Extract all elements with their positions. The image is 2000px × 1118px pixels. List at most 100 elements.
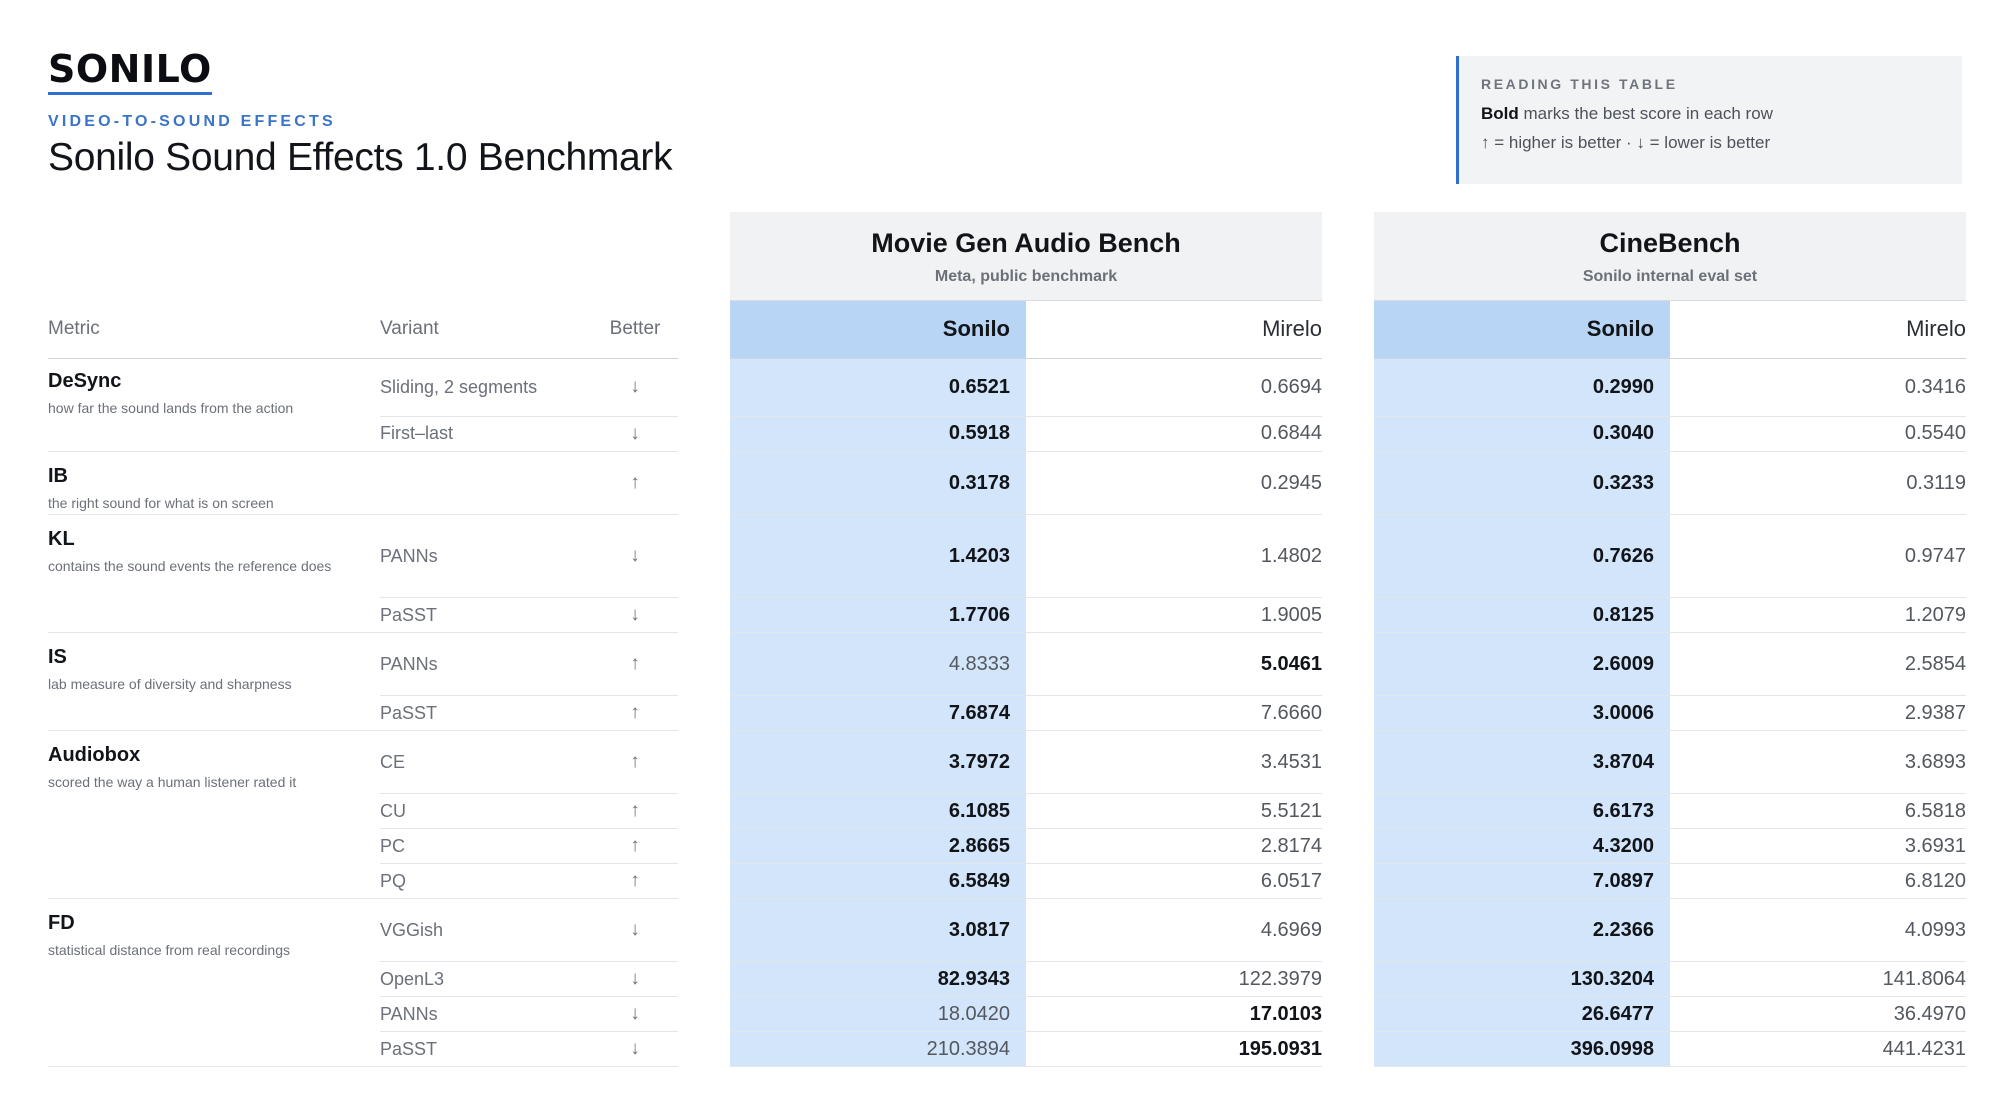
table-row: IB the right sound for what is on screen ↑… — [48, 451, 1966, 515]
variant-cell: PaSST — [380, 597, 592, 633]
score-g2-mirelo: 0.3119 — [1670, 451, 1966, 515]
better-direction-icon: ↑ — [592, 451, 678, 515]
variant-cell: Sliding, 2 segments — [380, 358, 592, 417]
column-header-row: Metric Variant Better Sonilo Mirelo Soni… — [48, 300, 1966, 359]
variant-cell: PANNs — [380, 996, 592, 1032]
score-g2-mirelo: 6.8120 — [1670, 863, 1966, 899]
col-header-better: Better — [592, 300, 678, 359]
table-row: DeSync how far the sound lands from the a… — [48, 358, 1966, 452]
reading-guide-bold-text: marks the best score in each row — [1523, 104, 1773, 123]
better-direction-icon: ↓ — [592, 996, 678, 1032]
better-direction-icon: ↑ — [592, 632, 678, 696]
variant-cell: PaSST — [380, 1031, 592, 1067]
variant-cell: OpenL3 — [380, 961, 592, 997]
score-g2-mirelo: 0.5540 — [1670, 416, 1966, 453]
score-g2-mirelo: 2.9387 — [1670, 695, 1966, 731]
score-g2-sonilo: 0.3233 — [1374, 451, 1670, 515]
group-name: CineBench — [1599, 228, 1741, 258]
score-g2-mirelo: 0.3416 — [1670, 358, 1966, 417]
score-g1-sonilo: 1.7706 — [730, 597, 1026, 633]
reading-guide-panel: READING THIS TABLE Bold marks the best s… — [1456, 56, 1962, 184]
metric-name: Audiobox — [48, 744, 141, 766]
section-eyebrow: VIDEO-TO-SOUND EFFECTS — [48, 113, 336, 130]
score-g2-sonilo: 0.7626 — [1374, 514, 1670, 598]
metric-block: KL contains the sound events the referenc… — [48, 515, 380, 633]
score-g1-mirelo: 0.6694 — [1026, 358, 1322, 417]
variant-cell: PANNs — [380, 632, 592, 696]
col-header-g2-sonilo: Sonilo — [1374, 300, 1670, 359]
variant-cell: CE — [380, 730, 592, 794]
metric-name: IS — [48, 646, 67, 668]
score-g1-sonilo: 3.0817 — [730, 898, 1026, 962]
page-title: Sonilo Sound Effects 1.0 Benchmark — [48, 136, 673, 179]
score-g2-sonilo: 3.0006 — [1374, 695, 1670, 731]
score-g2-mirelo: 441.4231 — [1670, 1031, 1966, 1067]
score-g2-sonilo: 6.6173 — [1374, 793, 1670, 829]
table-row: PaSST ↑ 7.6874 7.6660 3.0006 2.9387 — [48, 695, 1966, 731]
better-direction-icon: ↓ — [592, 597, 678, 633]
metric-name: IB — [48, 465, 68, 487]
score-g2-sonilo: 0.2990 — [1374, 358, 1670, 417]
score-g1-mirelo: 195.0931 — [1026, 1031, 1322, 1067]
metric-description: lab measure of diversity and sharpness — [48, 676, 292, 692]
metric-cell: KL contains the sound events the referenc… — [48, 515, 380, 633]
score-g2-mirelo: 3.6931 — [1670, 828, 1966, 864]
group-subtitle: Meta, public benchmark — [934, 268, 1118, 285]
score-g2-sonilo: 2.2366 — [1374, 898, 1670, 962]
metric-block: IB the right sound for what is on screen — [48, 452, 380, 515]
metric-description: the right sound for what is on screen — [48, 495, 274, 511]
better-direction-icon: ↑ — [592, 730, 678, 794]
benchmark-table: Movie Gen Audio Bench Meta, public bench… — [48, 212, 1966, 1067]
table-row: PC ↑ 2.8665 2.8174 4.3200 3.6931 — [48, 828, 1966, 864]
variant-cell: PC — [380, 828, 592, 864]
table-body: DeSync how far the sound lands from the a… — [48, 358, 1966, 1067]
variant-cell: PQ — [380, 863, 592, 899]
score-g1-mirelo: 4.6969 — [1026, 898, 1322, 962]
score-g2-sonilo: 2.6009 — [1374, 632, 1670, 696]
col-header-variant: Variant — [380, 300, 592, 359]
col-header-metric: Metric — [48, 300, 380, 359]
score-g1-mirelo: 5.5121 — [1026, 793, 1322, 829]
score-g1-mirelo: 0.2945 — [1026, 451, 1322, 515]
variant-cell: PaSST — [380, 695, 592, 731]
variant-cell: CU — [380, 793, 592, 829]
metric-name: KL — [48, 528, 75, 550]
variant-cell: VGGish — [380, 898, 592, 962]
score-g1-sonilo: 18.0420 — [730, 996, 1026, 1032]
score-g2-sonilo: 7.0897 — [1374, 863, 1670, 899]
group-cinebench: CineBench Sonilo internal eval set — [1374, 212, 1966, 301]
score-g2-mirelo: 4.0993 — [1670, 898, 1966, 962]
score-g1-mirelo: 2.8174 — [1026, 828, 1322, 864]
better-direction-icon: ↑ — [592, 793, 678, 829]
metric-cell: IB the right sound for what is on screen — [48, 452, 380, 515]
score-g1-mirelo: 17.0103 — [1026, 996, 1322, 1032]
better-direction-icon: ↓ — [592, 514, 678, 598]
variant-cell — [380, 451, 592, 515]
table-row: CU ↑ 6.1085 5.5121 6.6173 6.5818 — [48, 793, 1966, 829]
reading-guide-heading: READING THIS TABLE — [1481, 76, 1678, 92]
better-direction-icon: ↑ — [592, 695, 678, 731]
metric-name: DeSync — [48, 369, 122, 392]
better-direction-icon: ↓ — [592, 898, 678, 962]
score-g1-mirelo: 5.0461 — [1026, 632, 1322, 696]
better-direction-icon: ↑ — [592, 828, 678, 864]
metric-name: FD — [48, 912, 75, 934]
score-g1-sonilo: 210.3894 — [730, 1031, 1026, 1067]
metric-description: statistical distance from real recording… — [48, 942, 290, 958]
better-direction-icon: ↓ — [592, 416, 678, 453]
variant-cell: First–last — [380, 416, 592, 453]
score-g2-mirelo: 141.8064 — [1670, 961, 1966, 997]
score-g2-sonilo: 3.8704 — [1374, 730, 1670, 794]
variant-cell: PANNs — [380, 514, 592, 598]
metric-cell: DeSync how far the sound lands from the a… — [48, 358, 380, 452]
table-row: IS lab measure of diversity and sharpness… — [48, 632, 1966, 731]
score-g2-mirelo: 6.5818 — [1670, 793, 1966, 829]
reading-guide-bold-word: Bold — [1481, 104, 1519, 123]
score-g2-sonilo: 4.3200 — [1374, 828, 1670, 864]
score-g2-mirelo: 3.6893 — [1670, 730, 1966, 794]
metric-description: how far the sound lands from the action — [48, 399, 294, 416]
table-row: PaSST ↓ 1.7706 1.9005 0.8125 1.2079 — [48, 597, 1966, 633]
score-g1-sonilo: 82.9343 — [730, 961, 1026, 997]
better-direction-icon: ↓ — [592, 358, 678, 417]
reading-guide-arrows-line: ↑ = higher is better · ↓ = lower is bett… — [1481, 133, 1771, 152]
